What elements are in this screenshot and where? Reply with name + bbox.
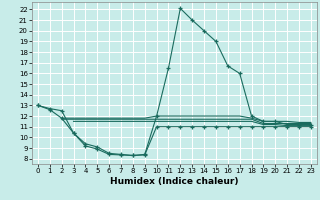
X-axis label: Humidex (Indice chaleur): Humidex (Indice chaleur)	[110, 177, 239, 186]
